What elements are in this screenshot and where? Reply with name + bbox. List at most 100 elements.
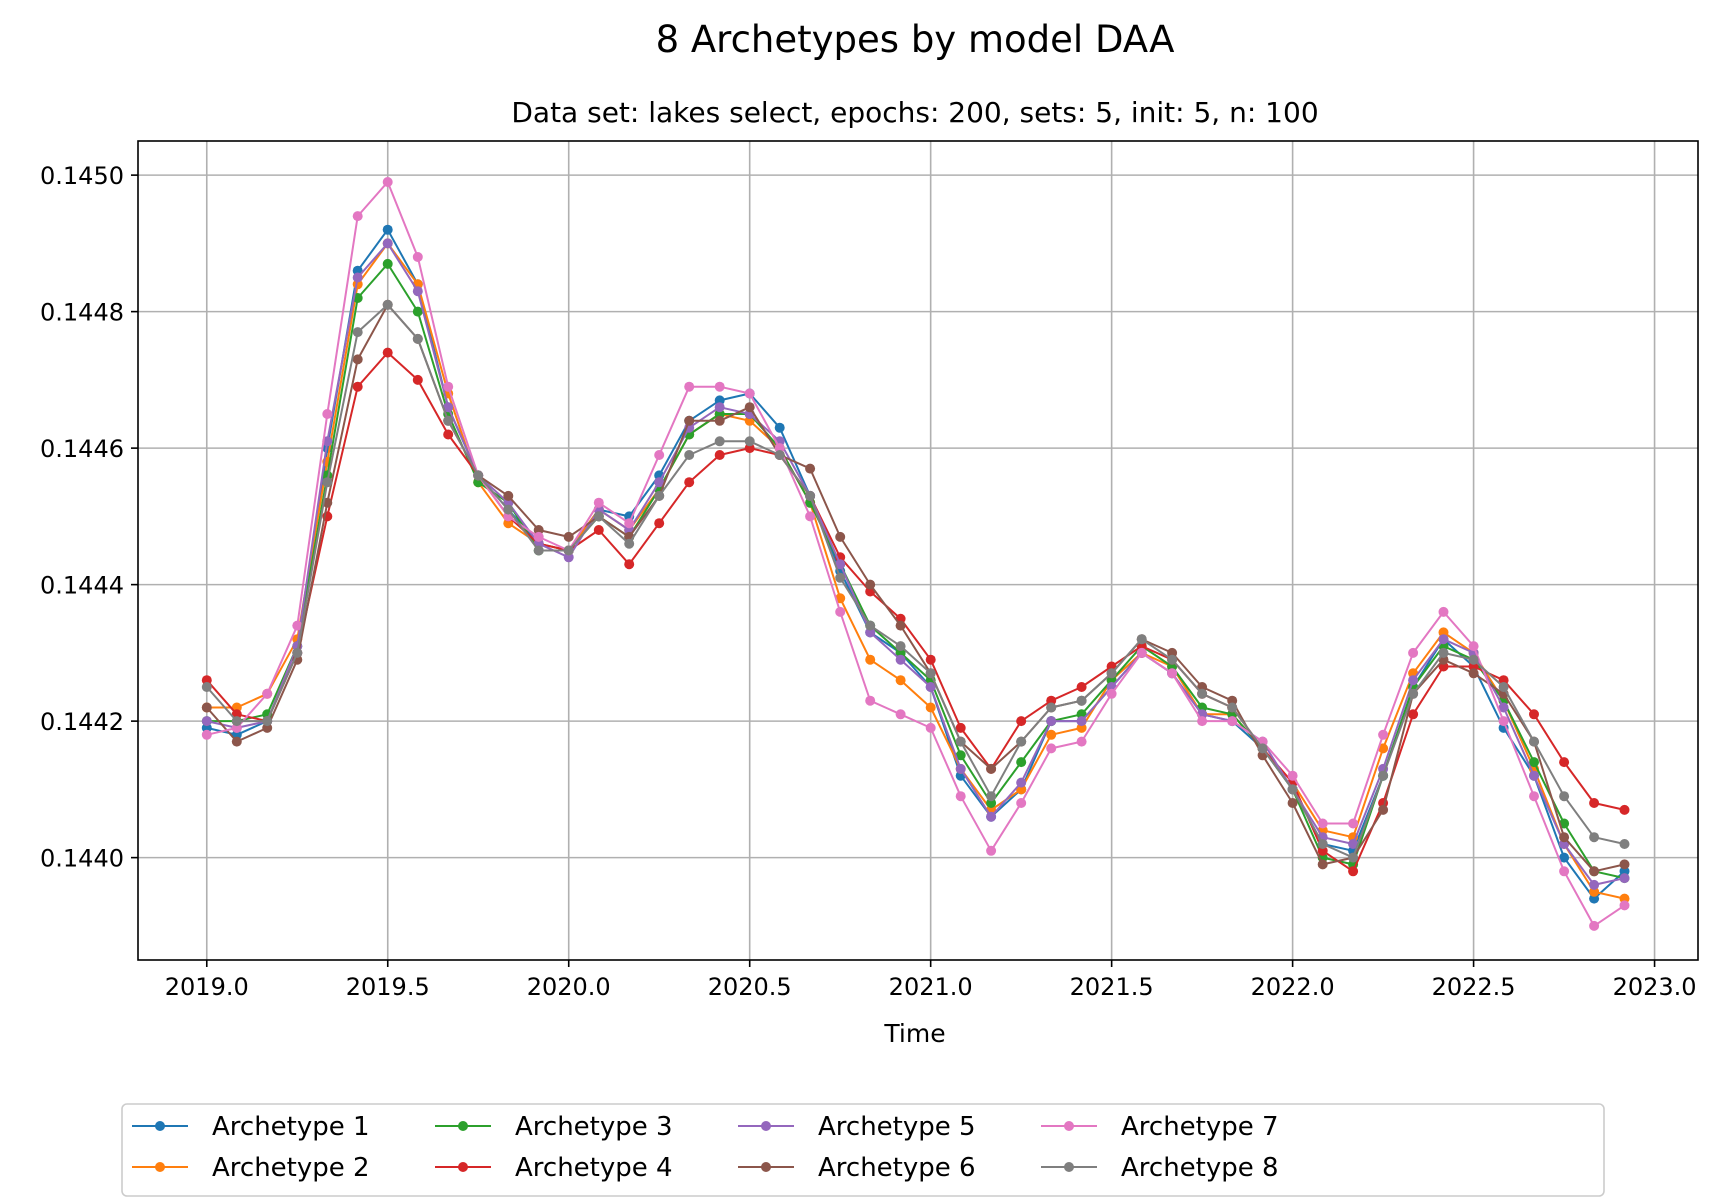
x-tick-label: 2021.0 <box>889 973 973 1001</box>
data-point <box>1408 675 1419 686</box>
x-tick-label: 2022.5 <box>1432 973 1516 1001</box>
data-point <box>382 224 393 235</box>
data-point <box>1136 647 1147 658</box>
data-point <box>412 286 423 297</box>
data-point <box>1076 682 1087 692</box>
data-point <box>955 722 966 733</box>
data-point <box>684 477 695 488</box>
legend-item: Archetype 7 <box>1041 1112 1279 1142</box>
data-point <box>1167 668 1178 679</box>
legend-item: Archetype 8 <box>1041 1153 1279 1183</box>
data-point <box>593 511 604 522</box>
data-point <box>925 702 936 713</box>
data-point <box>1498 716 1509 727</box>
data-point <box>1529 709 1539 720</box>
series-7 <box>201 177 1630 931</box>
data-point <box>925 654 936 665</box>
data-point <box>1016 798 1027 808</box>
series-line <box>206 303 1625 859</box>
data-point <box>1378 770 1389 781</box>
data-point <box>986 845 997 856</box>
data-point <box>473 470 484 481</box>
legend-label: Archetype 8 <box>1121 1153 1279 1183</box>
data-point <box>1589 866 1600 877</box>
data-point <box>895 620 906 631</box>
data-point <box>322 436 333 447</box>
data-point <box>774 443 785 454</box>
data-point <box>1559 791 1570 802</box>
legend-label: Archetype 3 <box>515 1112 673 1142</box>
data-point <box>986 811 997 822</box>
data-point <box>925 682 936 692</box>
legend-item: Archetype 6 <box>738 1153 976 1183</box>
data-point <box>1317 818 1328 829</box>
data-point <box>835 606 846 617</box>
data-point <box>1529 757 1539 768</box>
data-point <box>352 272 363 283</box>
y-tick-label: 0.1444 <box>40 572 124 600</box>
legend-swatch-marker <box>761 1121 771 1131</box>
data-point <box>1016 716 1027 727</box>
data-point <box>1348 839 1359 849</box>
data-point <box>1468 668 1479 679</box>
data-point <box>1348 818 1359 829</box>
data-point <box>714 415 725 426</box>
chart-subtitle: Data set: lakes select, epochs: 200, set… <box>511 96 1318 129</box>
data-point <box>925 668 936 679</box>
data-point <box>1559 757 1570 768</box>
data-point <box>443 415 454 426</box>
data-point <box>1378 804 1389 815</box>
data-point <box>1167 654 1178 665</box>
data-point <box>895 654 906 665</box>
data-point <box>624 559 635 570</box>
legend-swatch-marker <box>1064 1121 1074 1131</box>
data-point <box>352 211 363 222</box>
series-line <box>206 242 1625 886</box>
series-8 <box>201 299 1630 863</box>
data-point <box>684 450 695 460</box>
data-point <box>1257 743 1268 754</box>
data-point <box>774 422 785 433</box>
legend-box <box>121 1103 1605 1197</box>
data-point <box>382 347 393 358</box>
data-point <box>1529 736 1539 747</box>
data-point <box>955 750 966 761</box>
legend: Archetype 1 Archetype 2 Archetype 3 Archety… <box>121 1103 1605 1197</box>
legend-item: Archetype 4 <box>435 1153 673 1183</box>
data-point <box>322 477 333 488</box>
data-point <box>986 763 997 774</box>
data-point <box>1106 668 1117 679</box>
data-point <box>262 688 273 699</box>
data-point <box>1529 770 1539 781</box>
data-point <box>352 327 363 338</box>
data-point <box>1589 832 1600 843</box>
legend-label: Archetype 4 <box>515 1153 673 1183</box>
x-tick-label: 2020.5 <box>708 973 792 1001</box>
data-point <box>1227 716 1238 727</box>
data-point <box>895 641 906 652</box>
data-point <box>563 545 574 556</box>
data-point <box>1317 859 1328 870</box>
data-point <box>412 374 423 385</box>
data-point <box>262 716 273 727</box>
data-point <box>352 354 363 365</box>
legend-swatch-marker <box>761 1162 771 1172</box>
data-point <box>805 490 816 501</box>
data-point <box>895 709 906 720</box>
data-point <box>1227 702 1238 713</box>
data-point <box>1559 866 1570 877</box>
data-point <box>805 463 816 474</box>
data-point <box>382 299 393 310</box>
data-point <box>352 381 363 392</box>
data-point <box>1197 716 1208 727</box>
data-point <box>443 402 454 413</box>
data-point <box>1619 873 1630 884</box>
y-tick-label: 0.1446 <box>40 435 124 463</box>
x-tick-label: 2021.5 <box>1070 973 1154 1001</box>
data-point <box>201 702 212 713</box>
x-tick-label: 2023.0 <box>1613 973 1697 1001</box>
data-point <box>201 729 212 740</box>
data-point <box>1046 702 1057 713</box>
data-point <box>1378 743 1389 754</box>
data-point <box>925 722 936 733</box>
